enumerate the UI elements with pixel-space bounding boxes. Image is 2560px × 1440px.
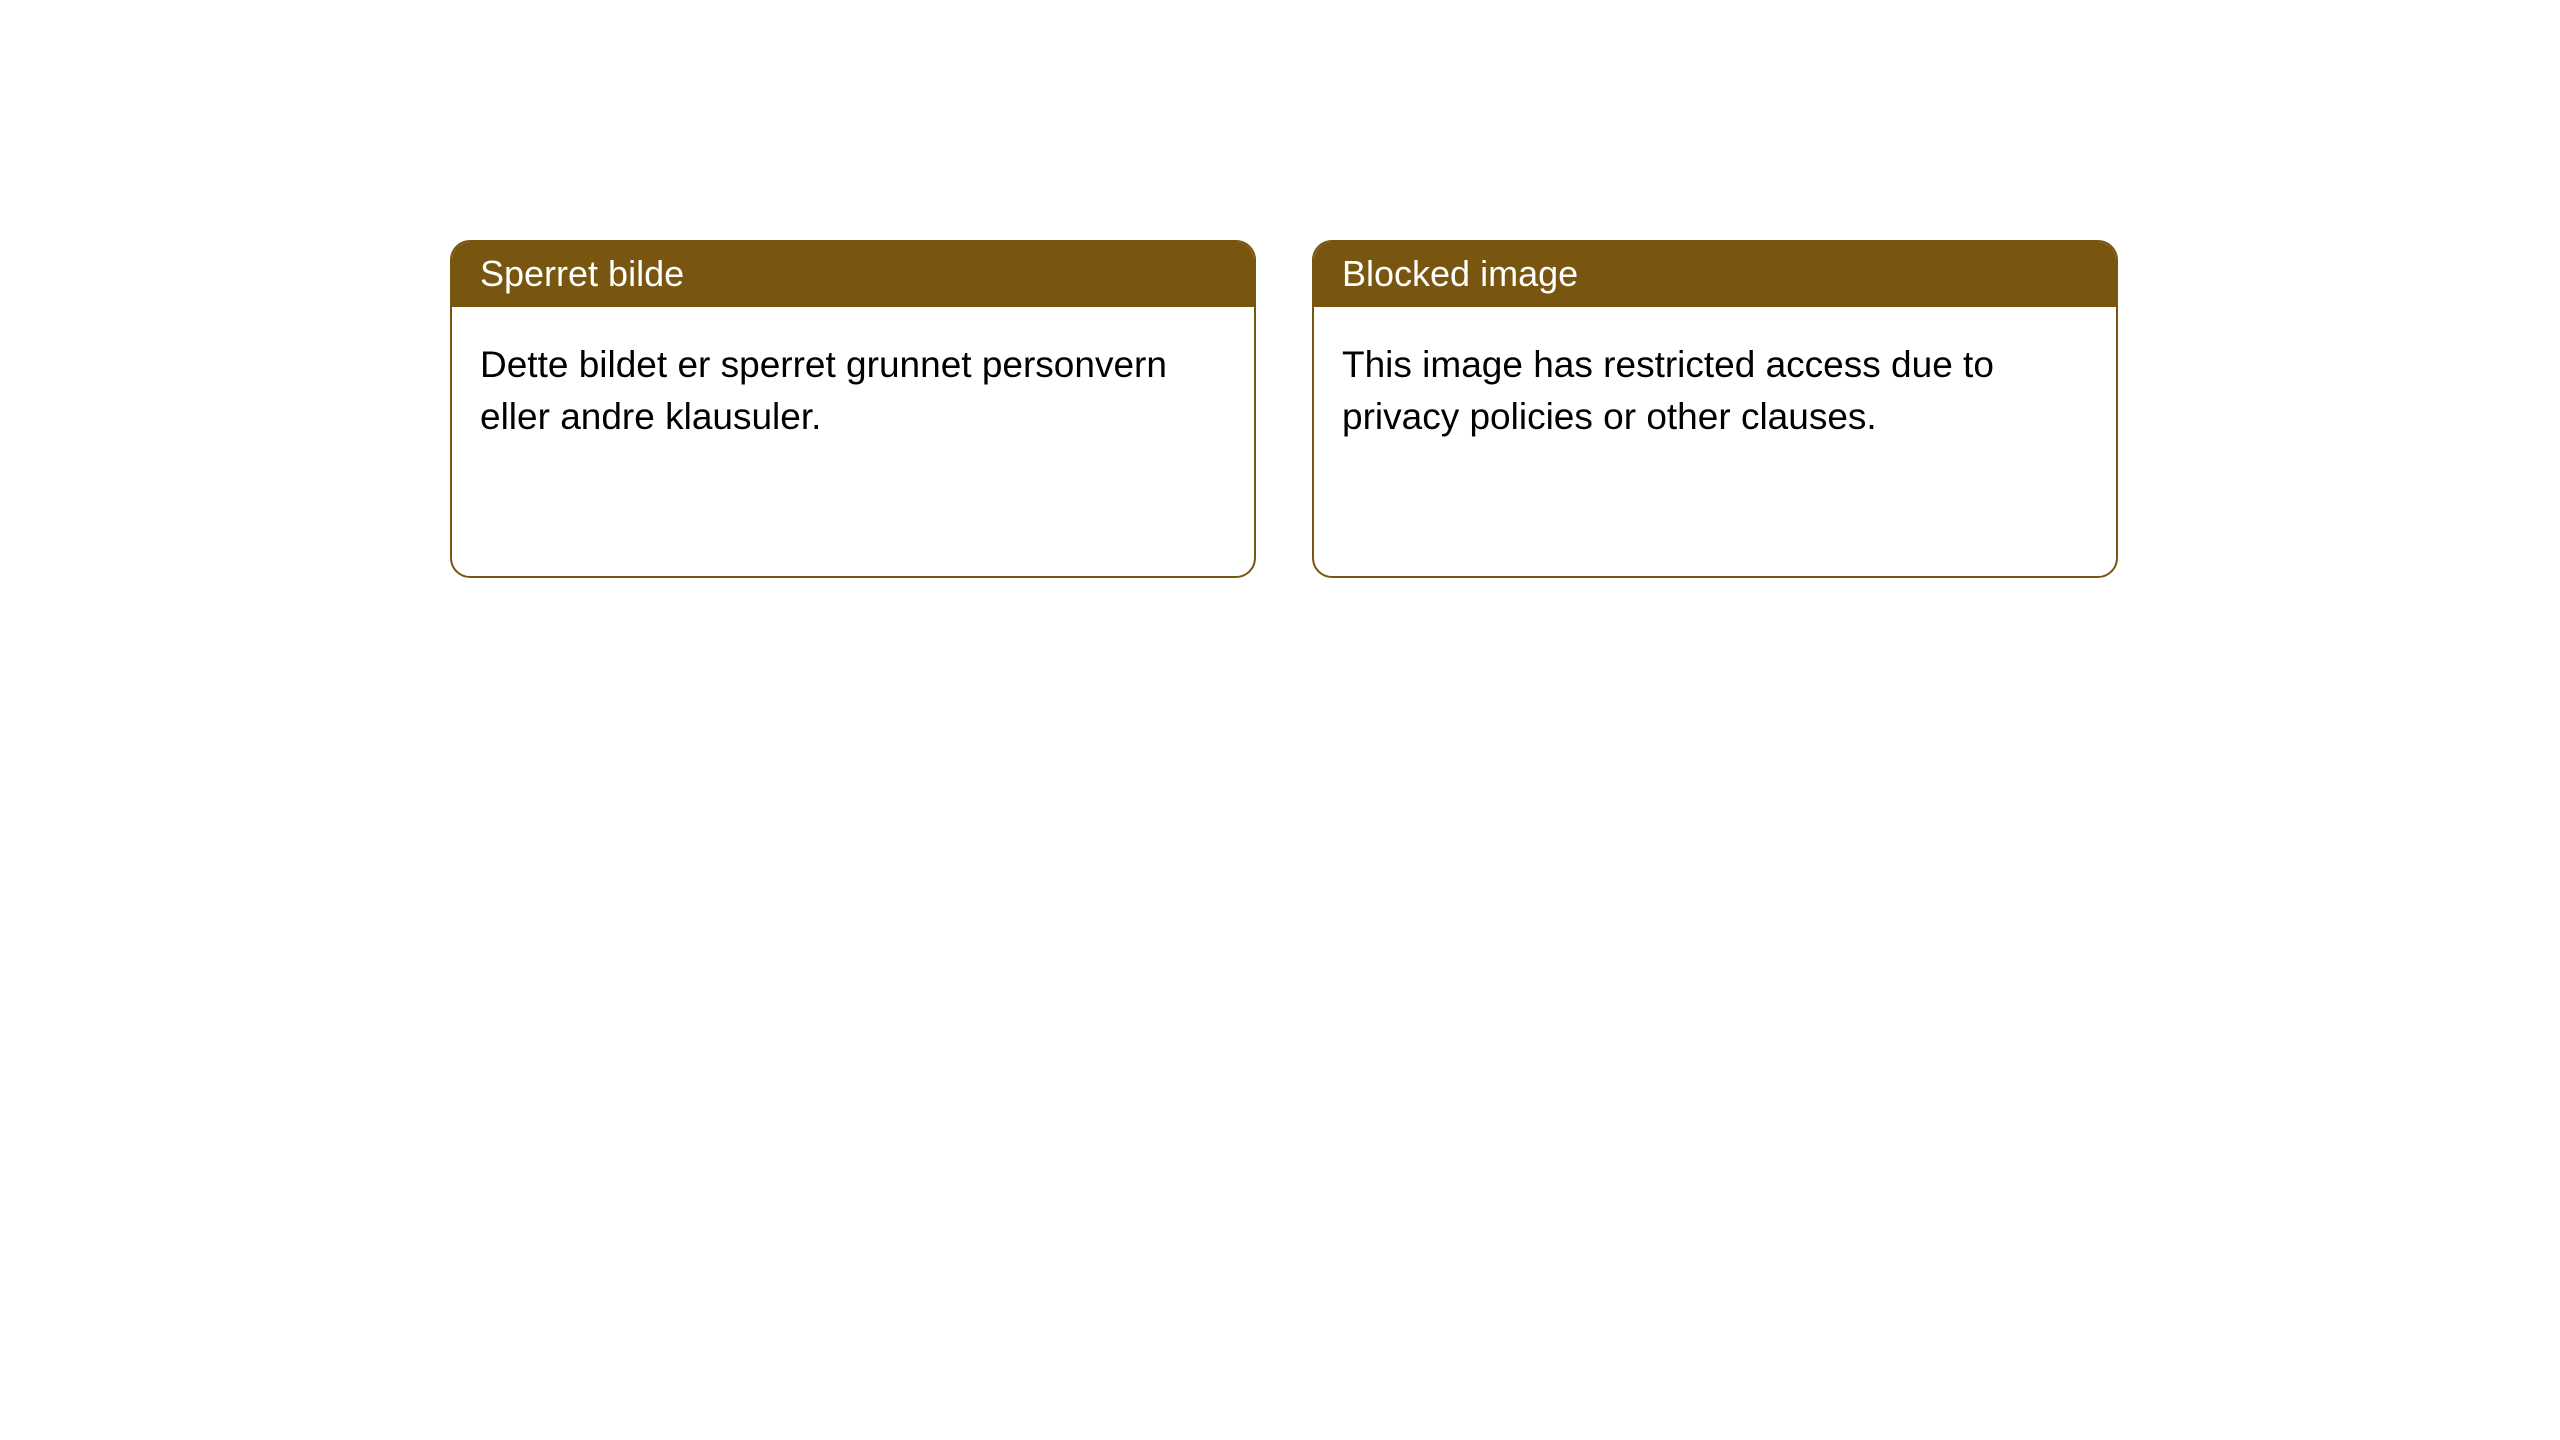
notice-card-norwegian: Sperret bilde Dette bildet er sperret gr… [450,240,1256,578]
card-header: Sperret bilde [452,242,1254,307]
card-header: Blocked image [1314,242,2116,307]
notice-card-english: Blocked image This image has restricted … [1312,240,2118,578]
card-body-text: This image has restricted access due to … [1342,344,1994,437]
card-title: Sperret bilde [480,253,684,294]
card-body: Dette bildet er sperret grunnet personve… [452,307,1254,475]
notice-container: Sperret bilde Dette bildet er sperret gr… [0,0,2560,578]
card-title: Blocked image [1342,253,1578,294]
card-body-text: Dette bildet er sperret grunnet personve… [480,344,1167,437]
card-body: This image has restricted access due to … [1314,307,2116,475]
